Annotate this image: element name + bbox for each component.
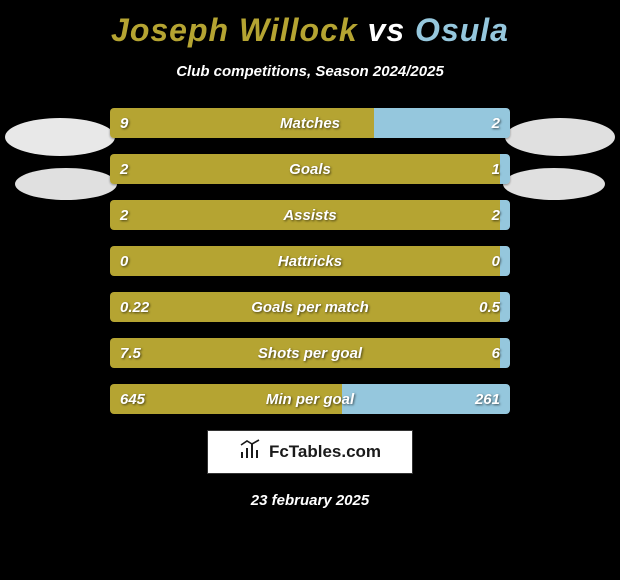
player2-badge-2 (503, 168, 605, 200)
chart-icon (239, 438, 263, 467)
stat-left-bar: 2 (110, 200, 500, 230)
stat-left-value: 0.22 (120, 299, 149, 316)
stat-right-bar: 6 (500, 338, 510, 368)
stat-row: 7.56Shots per goal (110, 338, 510, 368)
player1-name: Joseph Willock (111, 12, 358, 48)
stat-left-bar: 0.22 (110, 292, 500, 322)
player2-badge-1 (505, 118, 615, 156)
vs-text: vs (368, 12, 406, 48)
stat-row: 00Hattricks (110, 246, 510, 276)
subtitle: Club competitions, Season 2024/2025 (0, 63, 620, 80)
stat-right-value: 6 (492, 345, 500, 362)
stat-left-value: 2 (120, 207, 128, 224)
date-text: 23 february 2025 (0, 492, 620, 509)
stat-right-bar: 261 (342, 384, 510, 414)
stat-right-value: 2 (492, 115, 500, 132)
stats-container: 92Matches21Goals22Assists00Hattricks0.22… (110, 108, 510, 414)
comparison-title: Joseph Willock vs Osula (0, 0, 620, 49)
stat-row: 21Goals (110, 154, 510, 184)
stat-row: 22Assists (110, 200, 510, 230)
stat-left-value: 7.5 (120, 345, 141, 362)
stat-left-bar: 0 (110, 246, 500, 276)
stat-row: 645261Min per goal (110, 384, 510, 414)
stat-right-value: 2 (492, 207, 500, 224)
stat-right-bar: 0.5 (500, 292, 510, 322)
stat-left-bar: 645 (110, 384, 342, 414)
stat-row: 0.220.5Goals per match (110, 292, 510, 322)
stat-right-bar: 1 (500, 154, 510, 184)
stat-left-value: 645 (120, 391, 145, 408)
stat-right-value: 0 (492, 253, 500, 270)
stat-left-bar: 7.5 (110, 338, 500, 368)
stat-right-value: 261 (475, 391, 500, 408)
stat-left-value: 9 (120, 115, 128, 132)
stat-right-bar: 2 (500, 200, 510, 230)
brand-text: FcTables.com (269, 442, 381, 462)
stat-left-bar: 2 (110, 154, 500, 184)
player1-badge-1 (5, 118, 115, 156)
brand-badge: FcTables.com (207, 430, 413, 474)
stat-right-value: 0.5 (479, 299, 500, 316)
stat-right-bar: 0 (500, 246, 510, 276)
player1-badge-2 (15, 168, 117, 200)
stat-left-bar: 9 (110, 108, 374, 138)
player2-name: Osula (415, 12, 509, 48)
stat-left-value: 2 (120, 161, 128, 178)
stat-right-bar: 2 (374, 108, 510, 138)
stat-left-value: 0 (120, 253, 128, 270)
stat-row: 92Matches (110, 108, 510, 138)
stat-right-value: 1 (492, 161, 500, 178)
